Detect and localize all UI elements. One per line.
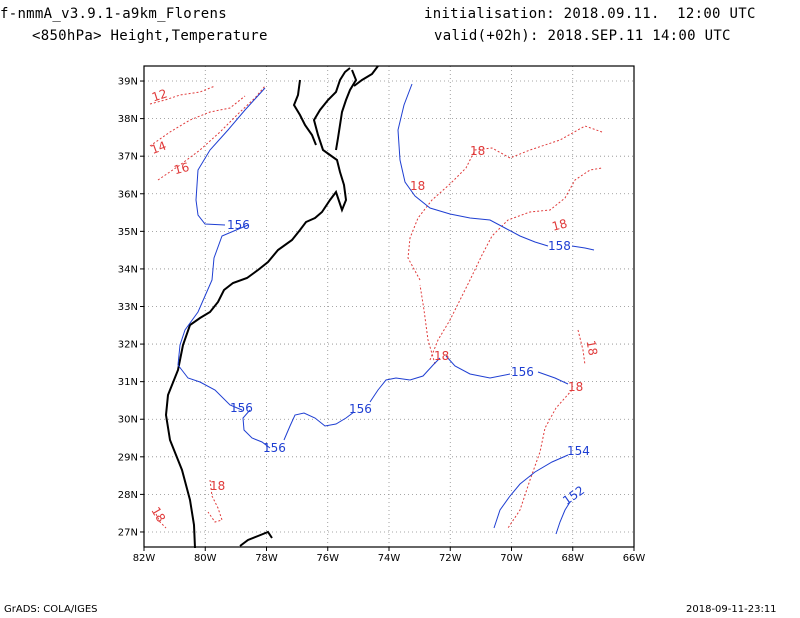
height-contour-west (177, 224, 249, 411)
height-contour-152 (555, 501, 571, 535)
longitude-label: 76W (316, 553, 339, 564)
temp-contour-18-sw (207, 479, 223, 523)
temp-contour-18-se (507, 389, 573, 529)
latitude-label: 31N (118, 377, 138, 388)
height-contours (177, 83, 595, 535)
product-title: <850hPa> Height,Temperature (32, 28, 268, 44)
longitude-label: 72W (439, 553, 462, 564)
temp-label: 18 (550, 216, 568, 233)
temperature-labels: 12 14 16 18 18 18 18 18 18 18 18 (148, 86, 600, 524)
longitude-label: 80W (194, 553, 217, 564)
latitude-label: 29N (118, 452, 138, 463)
height-label: 156 (263, 441, 286, 455)
latitude-label: 39N (118, 77, 138, 88)
footer-credit: GrADS: COLA/IGES (4, 604, 98, 615)
longitude-labels: 82W 80W 78W 76W 74W 72W 70W 68W 66W (133, 547, 646, 564)
height-label: 156 (227, 218, 250, 232)
temp-label: 18 (568, 380, 583, 394)
chesapeake-shore (292, 79, 317, 146)
latitude-label: 38N (118, 114, 138, 125)
temp-label: 18 (410, 179, 425, 193)
temp-label: 18 (148, 504, 168, 524)
height-contour-central (445, 355, 511, 379)
latitude-label: 32N (118, 340, 138, 351)
height-label: 156 (349, 402, 372, 416)
height-label: 156 (511, 365, 534, 379)
temp-label: 12 (150, 86, 169, 104)
latitude-label: 27N (118, 527, 138, 538)
initialisation-time: initialisation: 2018.09.11. 12:00 UTC (424, 6, 756, 22)
longitude-label: 74W (378, 553, 401, 564)
latitude-label: 28N (118, 490, 138, 501)
temp-contour-18-south (419, 284, 436, 365)
height-label: 154 (567, 444, 590, 458)
height-labels: 156 158 156 156 156 156 154 152 (227, 218, 590, 508)
height-contour-158 (397, 83, 549, 247)
temp-label: 18 (210, 479, 225, 493)
latitude-label: 33N (118, 302, 138, 313)
longitude-label: 78W (255, 553, 278, 564)
height-contour-158-end (571, 245, 595, 251)
temp-contour-18-north (407, 125, 603, 281)
us-east-coastline (164, 67, 351, 549)
latitude-label: 36N (118, 189, 138, 200)
latitude-label: 37N (118, 152, 138, 163)
valid-time: valid(+02h): 2018.SEP.11 14:00 UTC (434, 28, 731, 44)
height-contour-central-end (537, 371, 569, 385)
latitude-label: 35N (118, 227, 138, 238)
height-label: 158 (548, 239, 571, 253)
temperature-contours (149, 85, 603, 529)
footer-timestamp: 2018-09-11-23:11 (686, 604, 777, 615)
temp-contour-18-corner (155, 513, 167, 529)
gridlines (144, 66, 634, 547)
height-contour-154 (493, 454, 569, 529)
longitude-label: 70W (500, 553, 523, 564)
model-title: f-nmmA_v3.9.1-a9km_Florens (0, 6, 227, 22)
temp-contour-12 (149, 85, 216, 105)
florida-keys (239, 530, 273, 547)
height-contour-gulf (242, 409, 271, 449)
longitude-label: 66W (623, 553, 646, 564)
longitude-label: 82W (133, 553, 156, 564)
latitude-labels: 39N 38N 37N 36N 35N 34N 33N 32N 31N 30N 29N 28N 27N (118, 77, 144, 538)
height-contour-atlantic (369, 357, 441, 403)
latitude-label: 34N (118, 264, 138, 275)
height-contour-gulf-east (283, 411, 355, 441)
temp-label: 14 (149, 139, 168, 157)
temp-contour-18-east (577, 329, 586, 366)
temp-contour-14 (149, 95, 246, 147)
delmarva-shore (335, 69, 358, 151)
height-label: 156 (230, 401, 253, 415)
longitude-label: 68W (561, 553, 584, 564)
delaware-bay (353, 65, 379, 87)
temp-label: 18 (584, 339, 600, 356)
temp-label: 18 (470, 144, 485, 158)
latitude-label: 30N (118, 415, 138, 426)
height-label: 152 (560, 483, 587, 508)
coastline (164, 65, 379, 549)
height-contour-north (195, 87, 266, 226)
temp-label: 18 (434, 349, 449, 363)
temp-label: 16 (172, 160, 190, 177)
temp-contour-18-central (429, 167, 603, 361)
